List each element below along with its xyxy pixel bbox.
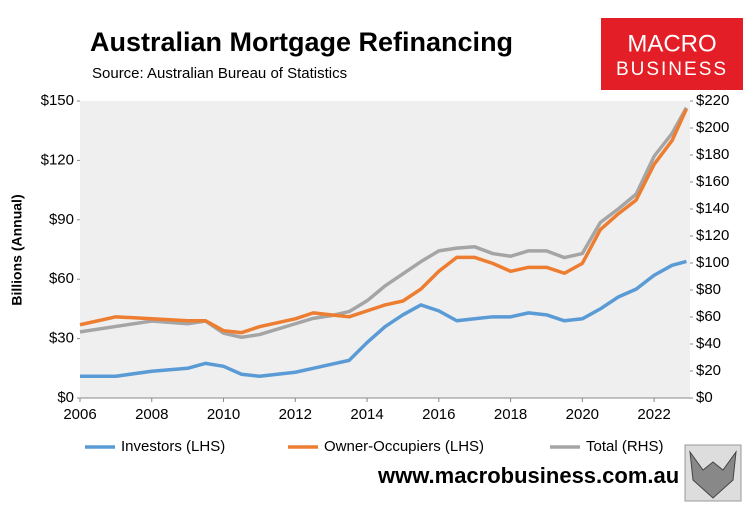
website: www.macrobusiness.com.au (377, 463, 679, 488)
x-tick-label: 2018 (494, 406, 527, 423)
y2-tick-label: $220 (696, 92, 729, 109)
y-tick-label: $150 (41, 92, 74, 109)
brand-line: MACRO (627, 30, 716, 57)
y2-tick-label: $200 (696, 119, 729, 136)
y2-tick-label: $0 (696, 389, 713, 406)
y-tick-label: $0 (57, 389, 74, 406)
x-tick-label: 2012 (279, 406, 312, 423)
chart-subtitle: Source: Australian Bureau of Statistics (92, 65, 347, 82)
y-tick-label: $90 (49, 211, 74, 228)
y2-tick-label: $120 (696, 227, 729, 244)
x-tick-label: 2022 (637, 406, 670, 423)
legend-label: Owner-Occupiers (LHS) (324, 438, 484, 455)
x-tick-label: 2020 (566, 406, 599, 423)
y-axis-label: Billions (Annual) (9, 194, 25, 305)
y2-tick-label: $180 (696, 146, 729, 163)
brand-box (601, 18, 743, 90)
fox-icon (684, 444, 742, 502)
brand-line: BUSINESS (616, 59, 728, 80)
y2-tick-label: $80 (696, 281, 721, 298)
series-line (79, 108, 689, 335)
y-tick-label: $120 (41, 151, 74, 168)
y2-tick-label: $100 (696, 254, 729, 271)
series-line (79, 106, 688, 339)
x-tick-label: 2006 (63, 406, 96, 423)
y-tick-label: $30 (49, 330, 74, 347)
x-tick-label: 2008 (135, 406, 168, 423)
y2-tick-label: $160 (696, 173, 729, 190)
legend-label: Total (RHS) (586, 438, 664, 455)
legend-label: Investors (LHS) (121, 438, 225, 455)
y2-tick-label: $60 (696, 308, 721, 325)
series-line (80, 259, 687, 378)
x-tick-label: 2014 (350, 406, 383, 423)
y2-tick-label: $20 (696, 362, 721, 379)
y2-tick-label: $40 (696, 335, 721, 352)
x-tick-label: 2016 (422, 406, 455, 423)
y2-tick-label: $140 (696, 200, 729, 217)
x-tick-label: 2010 (207, 406, 240, 423)
chart-title: Australian Mortgage Refinancing (90, 27, 513, 57)
plot-area (80, 101, 690, 398)
y-tick-label: $60 (49, 270, 74, 287)
